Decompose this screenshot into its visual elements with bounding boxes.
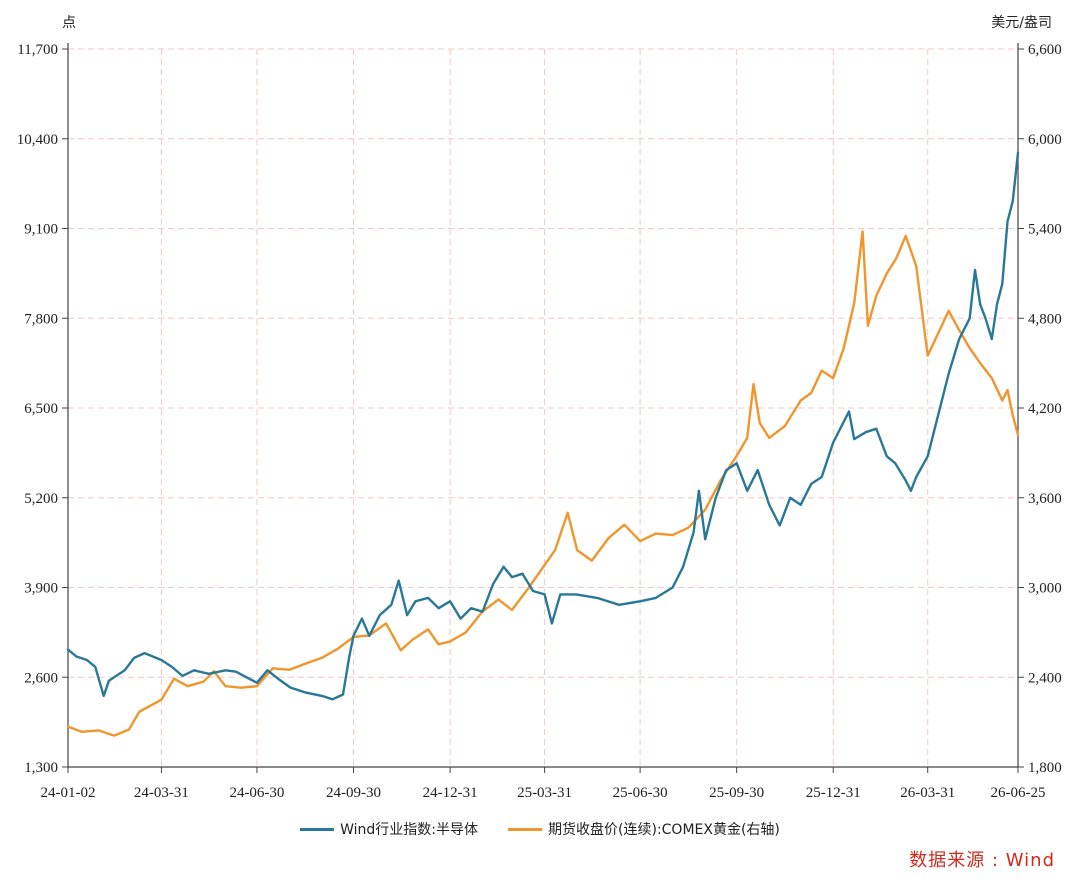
x-tick-label: 26-03-31: [900, 785, 955, 801]
x-tick-label: 24-01-02: [41, 785, 96, 801]
right-tick-label: 4,200: [1028, 401, 1062, 417]
left-tick-label: 6,500: [24, 401, 58, 417]
x-tick-label: 24-09-30: [326, 785, 381, 801]
series-lines: [66, 151, 1020, 737]
left-tick-label: 7,800: [24, 311, 58, 327]
x-tick-label: 25-12-31: [806, 785, 861, 801]
legend-item-gold: 期货收盘价(连续):COMEX黄金(右轴): [508, 819, 780, 839]
right-tick-label: 6,000: [1028, 132, 1062, 148]
left-tick-label: 1,300: [24, 760, 58, 776]
x-tick-label: 25-09-30: [709, 785, 764, 801]
x-tick-label: 25-03-31: [517, 785, 572, 801]
left-tick-label: 11,700: [17, 42, 58, 58]
series-line-semiconductor: [66, 151, 1020, 701]
x-tick-label: 25-06-30: [613, 785, 668, 801]
left-tick-label: 2,600: [24, 670, 58, 686]
right-tick-label: 3,600: [1028, 491, 1062, 507]
legend-item-semiconductor: Wind行业指数:半导体: [300, 819, 478, 839]
dual-axis-line-chart: 11,700 6,600 10,400 6,000 9,100 5,400 7,800 4,8…: [17, 15, 1062, 801]
legend-swatch-gold: [508, 827, 543, 831]
right-axis-unit: 美元/盎司: [991, 15, 1052, 31]
right-tick-label: 3,000: [1028, 581, 1062, 597]
left-tick-label: 9,100: [24, 222, 58, 238]
left-tick-label: 5,200: [24, 491, 58, 507]
x-tick-label: 24-12-31: [423, 785, 478, 801]
gridlines: [68, 48, 1018, 767]
legend-label-semiconductor: Wind行业指数:半导体: [340, 822, 479, 838]
right-tick-label: 2,400: [1028, 670, 1062, 686]
right-tick-label: 4,800: [1028, 311, 1062, 327]
right-tick-label: 1,800: [1028, 760, 1062, 776]
right-tick-label: 6,600: [1028, 42, 1062, 58]
series-line-gold: [66, 230, 1020, 737]
left-tick-label: 10,400: [17, 132, 58, 148]
x-tick-label: 24-06-30: [229, 785, 284, 801]
left-tick-label: 3,900: [24, 581, 58, 597]
chart-legend: Wind行业指数:半导体 期货收盘价(连续):COMEX黄金(右轴): [0, 815, 1080, 843]
right-tick-label: 5,400: [1028, 222, 1062, 238]
legend-label-gold: 期货收盘价(连续):COMEX黄金(右轴): [548, 822, 780, 838]
x-tick-label: 26-06-25: [991, 785, 1046, 801]
x-tick-label: 24-03-31: [134, 785, 189, 801]
legend-swatch-semiconductor: [300, 827, 335, 831]
tick-labels: 11,700 6,600 10,400 6,000 9,100 5,400 7,800 4,8…: [17, 15, 1062, 801]
left-axis-unit: 点: [62, 15, 76, 31]
data-source-note: 数据来源 : Wind: [909, 850, 1055, 871]
